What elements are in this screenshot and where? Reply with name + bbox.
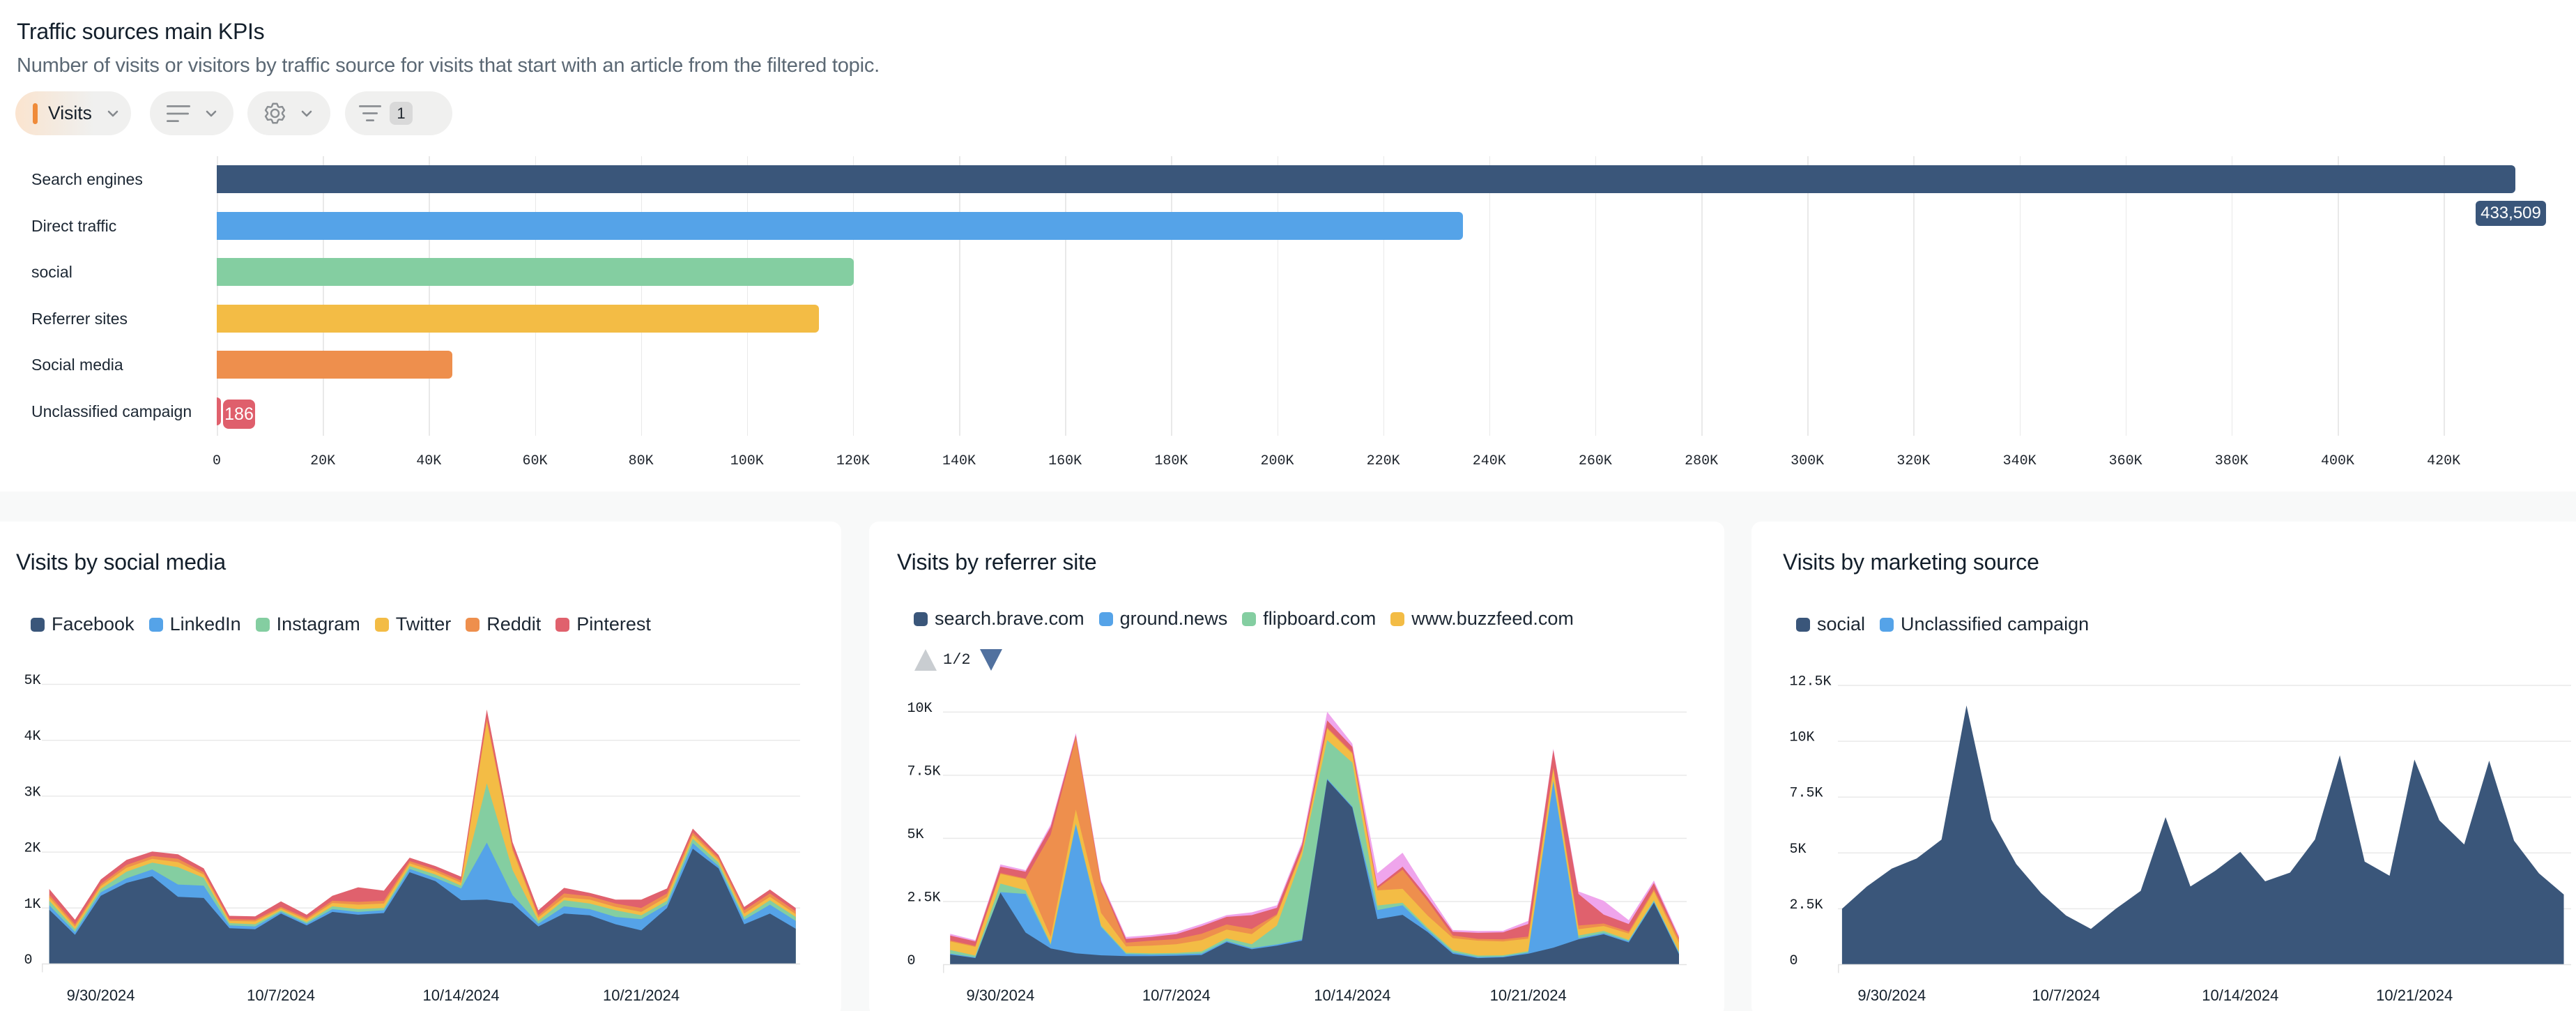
svg-text:2K: 2K (24, 841, 41, 857)
svg-text:0: 0 (24, 952, 33, 968)
svg-text:2.5K: 2.5K (907, 890, 941, 906)
svg-text:5K: 5K (1790, 842, 1807, 858)
svg-text:10K: 10K (1790, 730, 1815, 746)
svg-text:10K: 10K (907, 701, 933, 717)
svg-text:9/30/2024: 9/30/2024 (67, 987, 135, 1004)
svg-text:10/7/2024: 10/7/2024 (1142, 987, 1211, 1004)
svg-text:7.5K: 7.5K (1790, 786, 1823, 802)
svg-text:0: 0 (1790, 953, 1798, 969)
svg-text:3K: 3K (24, 784, 41, 800)
svg-text:10/21/2024: 10/21/2024 (2376, 987, 2453, 1004)
svg-text:12.5K: 12.5K (1790, 674, 1832, 690)
svg-text:2.5K: 2.5K (1790, 897, 1823, 913)
svg-text:10/14/2024: 10/14/2024 (423, 987, 500, 1004)
svg-text:5K: 5K (24, 673, 41, 689)
svg-text:1K: 1K (24, 897, 41, 913)
svg-text:4K: 4K (24, 729, 41, 745)
svg-text:0: 0 (907, 953, 916, 969)
svg-text:10/21/2024: 10/21/2024 (1490, 987, 1567, 1004)
svg-text:10/14/2024: 10/14/2024 (2202, 987, 2278, 1004)
svg-text:10/7/2024: 10/7/2024 (247, 987, 315, 1004)
svg-text:10/7/2024: 10/7/2024 (2032, 987, 2100, 1004)
svg-text:9/30/2024: 9/30/2024 (1857, 987, 1926, 1004)
svg-text:5K: 5K (907, 827, 924, 843)
svg-text:10/21/2024: 10/21/2024 (603, 987, 680, 1004)
svg-text:7.5K: 7.5K (907, 763, 941, 780)
svg-text:9/30/2024: 9/30/2024 (966, 987, 1034, 1004)
svg-text:10/14/2024: 10/14/2024 (1314, 987, 1390, 1004)
